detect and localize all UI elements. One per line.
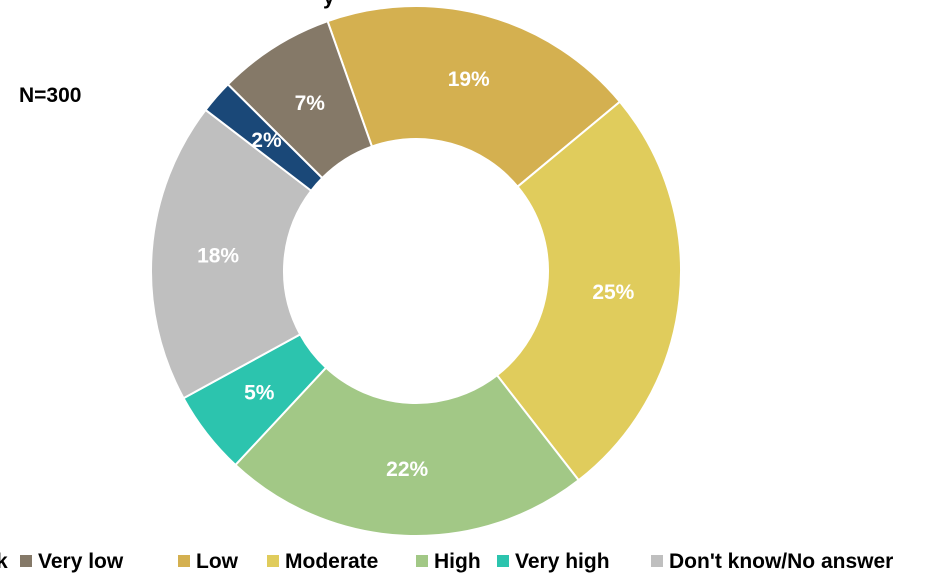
legend-item: Low (178, 546, 238, 577)
legend-item: Very low (20, 546, 123, 577)
donut-slice-very-low (226, 19, 374, 180)
chart-title-fragment: y (323, 0, 335, 10)
data-label: 2% (251, 129, 282, 152)
legend-item: High (416, 546, 481, 577)
legend-item: Moderate (267, 546, 378, 577)
legend-swatch (20, 555, 32, 567)
donut-slice-low (326, 5, 622, 189)
data-label: 22% (386, 458, 428, 481)
legend-label: Moderate (285, 550, 379, 573)
legend-swatch (497, 555, 509, 567)
data-label: 25% (592, 281, 634, 304)
data-label: 7% (295, 92, 326, 115)
legend-label: Low (196, 550, 238, 573)
legend-item: Don't know/No answer (651, 546, 893, 577)
legend-label: k (0, 550, 8, 573)
legend-swatch (267, 555, 279, 567)
chart-legend: k Very low Low Moderate High Very high Don't k… (0, 546, 944, 577)
legend-item: Very high (497, 546, 610, 577)
data-label: 19% (448, 68, 490, 91)
donut-slice-moderate (495, 100, 682, 482)
donut-slice-don-t-know-no-answer (150, 108, 313, 400)
legend-label: High (434, 550, 481, 573)
legend-item: k (0, 546, 8, 577)
donut-slice-high (234, 366, 581, 537)
legend-label: Very high (515, 550, 610, 573)
data-label: 18% (197, 244, 239, 267)
legend-label: Don't know/No answer (669, 550, 894, 573)
legend-swatch (651, 555, 663, 567)
legend-label: Very low (38, 550, 124, 573)
legend-swatch (416, 555, 428, 567)
sample-size-label: N=300 (19, 84, 82, 107)
data-label: 5% (244, 381, 275, 404)
legend-swatch (178, 555, 190, 567)
